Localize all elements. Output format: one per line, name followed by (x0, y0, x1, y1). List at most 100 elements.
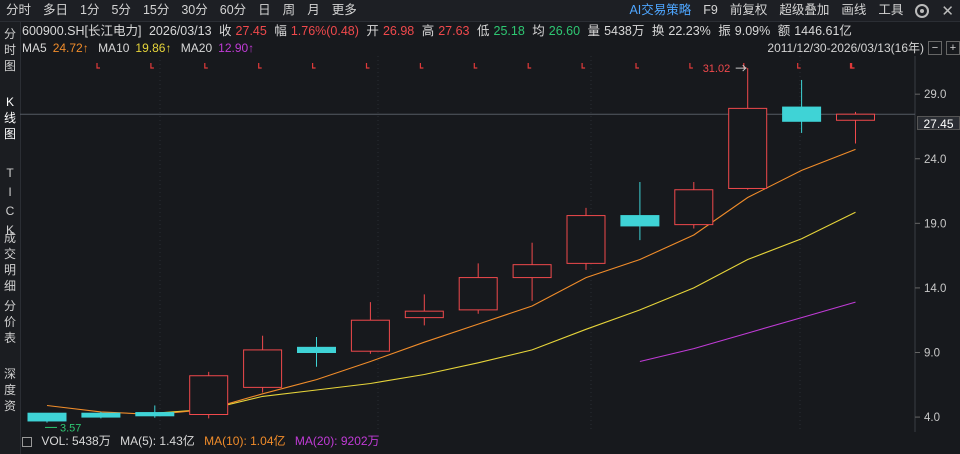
ma10-label: MA10 (98, 41, 130, 55)
ma10-line (154, 211, 856, 414)
event-marker (150, 63, 154, 69)
high-label: 高 (421, 24, 435, 38)
avg-value: 26.60 (548, 24, 581, 38)
vol-ma5: MA(5): 1.43亿 (120, 434, 195, 448)
ma5-label: MA5 (22, 41, 47, 55)
tool-menu-item-4[interactable]: 画线 (841, 3, 867, 17)
candle-body[interactable] (135, 412, 175, 417)
amount-label: 额 (777, 24, 791, 38)
zoom-out-button[interactable]: − (928, 41, 942, 55)
date-range: 2011/12/30-2026/03/13(16年) − + (767, 40, 960, 56)
candle-body[interactable] (458, 277, 498, 311)
period-tab-0[interactable]: 分时 (6, 3, 32, 17)
collapse-box-icon[interactable] (22, 436, 32, 447)
event-marker (204, 63, 208, 69)
period-tabs: 分时 多日 1分 5分 15分 30分 60分日周月更多 (0, 0, 363, 21)
period-tab-4[interactable]: 15分 (142, 3, 170, 17)
ma-legend: MA5 24.72↑ MA10 19.86↑ MA20 12.90↑ (22, 40, 260, 56)
period-tab-7[interactable]: 日 (258, 3, 271, 17)
side-tab-0[interactable]: 分时图 (3, 27, 16, 73)
kline-chart[interactable]: 4.0 9.0 14.0 19.0 24.0 29.0 3.57 31.02 (20, 56, 960, 432)
candle-body[interactable] (836, 113, 875, 121)
gear-icon[interactable] (915, 3, 930, 18)
tool-menu-item-5[interactable]: 工具 (878, 3, 904, 17)
axis-tick-label: 29.0 (924, 89, 946, 101)
candle-body[interactable] (512, 264, 552, 279)
axis-tick-label: 24.0 (924, 154, 946, 166)
close-icon[interactable]: ✕ (941, 2, 954, 20)
candle-body[interactable] (189, 375, 229, 415)
tool-menu-item-3[interactable]: 超级叠加 (779, 3, 830, 17)
avg-label: 均 (532, 24, 545, 38)
open-label: 开 (366, 24, 379, 38)
tool-menu-item-1[interactable]: F9 (703, 3, 718, 17)
tool-menu-item-0[interactable]: AI交易策略 (629, 3, 692, 17)
quote-date: 2026/03/13 (148, 24, 212, 38)
high-annotation-arrow (735, 64, 747, 72)
candle-body[interactable] (404, 310, 444, 319)
close-value: 27.45 (235, 24, 267, 38)
event-marker (635, 63, 639, 69)
event-marker (473, 63, 478, 69)
stock-code: 600900.SH[长江电力] (22, 24, 142, 38)
event-marker (258, 63, 262, 69)
event-marker (797, 63, 801, 69)
low-annotation-label: 3.57 (60, 422, 81, 432)
period-tab-2[interactable]: 1分 (80, 3, 100, 17)
period-tab-3[interactable]: 5分 (111, 3, 131, 17)
event-marker (689, 63, 693, 69)
side-tab-3[interactable]: 成交明细 (3, 231, 16, 293)
vol-ma20: MA(20): 9202万 (294, 434, 380, 448)
event-marker (96, 63, 100, 69)
turnover-value: 22.23% (668, 24, 711, 38)
candle-body[interactable] (243, 349, 283, 388)
volume-legend: VOL: 5438万 MA(5): 1.43亿 MA(10): 1.04亿 MA… (22, 431, 386, 451)
ma20-value: 12.90↑ (218, 41, 255, 55)
candle-body[interactable] (566, 215, 606, 264)
volume-value: 5438万 (604, 24, 645, 38)
event-marker (849, 63, 854, 69)
axis-tick-label: 19.0 (924, 218, 946, 230)
period-tab-1[interactable]: 多日 (43, 3, 69, 17)
close-label: 收 (219, 24, 232, 38)
candle-body[interactable] (297, 346, 336, 354)
axis-tick-label: 14.0 (924, 283, 946, 295)
candle-body[interactable] (782, 106, 822, 122)
axis-tick-label: 9.0 (924, 348, 940, 360)
tool-menu: AI交易策略 F9 前复权 超级叠加 画线 工具 ✕ (623, 0, 960, 21)
candle-body[interactable] (81, 412, 121, 418)
date-range-text: 2011/12/30-2026/03/13(16年) (767, 41, 924, 55)
change-value: 1.76%(0.48) (290, 24, 359, 38)
candle-body[interactable] (728, 107, 768, 189)
candle-body[interactable] (27, 412, 67, 422)
period-toolbar: 分时 多日 1分 5分 15分 30分 60分日周月更多 AI交易策略 F9 前复权 超级叠加 画线… (0, 0, 960, 22)
high-annotation-label: 31.02 (703, 63, 731, 75)
candle-body[interactable] (350, 319, 390, 352)
ma20-label: MA20 (180, 41, 213, 55)
amplitude-label: 振 (718, 24, 731, 38)
axis-tick-label: 4.0 (924, 412, 940, 424)
event-marker (365, 63, 370, 69)
candle-body[interactable] (620, 215, 660, 227)
ma20-line (639, 301, 856, 363)
candle-body[interactable] (674, 189, 714, 226)
period-tab-6[interactable]: 60分 (219, 3, 247, 17)
tool-menu-item-2[interactable]: 前复权 (729, 3, 768, 17)
ma5-line (46, 148, 856, 416)
period-tab-10[interactable]: 更多 (331, 3, 357, 17)
period-tab-9[interactable]: 月 (307, 3, 320, 17)
event-marker (312, 63, 316, 69)
period-tab-5[interactable]: 30分 (181, 3, 208, 17)
vol-ma10: MA(10): 1.04亿 (204, 434, 286, 448)
event-marker (527, 63, 532, 69)
side-tab-4[interactable]: 分价表 (3, 299, 16, 345)
volume-label: 量 (587, 24, 601, 38)
zoom-in-button[interactable]: + (946, 41, 960, 55)
event-marker (581, 63, 586, 69)
period-tab-8[interactable]: 周 (282, 3, 296, 17)
change-label: 幅 (274, 24, 287, 38)
side-tab-5[interactable]: 深度资 (3, 367, 16, 413)
